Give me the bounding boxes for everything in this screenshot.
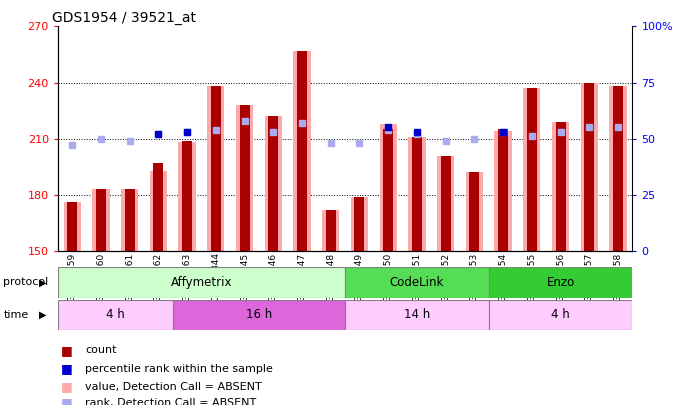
- Bar: [239, 105, 250, 251]
- Bar: [96, 189, 106, 251]
- Bar: [383, 129, 393, 251]
- Bar: [182, 141, 192, 251]
- Bar: [236, 105, 253, 251]
- Text: 4 h: 4 h: [106, 308, 124, 322]
- Bar: [153, 163, 163, 251]
- Text: count: count: [85, 345, 116, 355]
- Text: Enzo: Enzo: [547, 276, 575, 289]
- Bar: [345, 267, 489, 298]
- Text: percentile rank within the sample: percentile rank within the sample: [85, 364, 273, 373]
- Bar: [211, 86, 221, 251]
- Bar: [523, 88, 541, 251]
- Bar: [268, 116, 278, 251]
- Bar: [173, 300, 345, 330]
- Bar: [581, 83, 598, 251]
- Bar: [150, 171, 167, 251]
- Bar: [207, 86, 224, 251]
- Text: ■: ■: [61, 362, 73, 375]
- Bar: [609, 86, 627, 251]
- Bar: [92, 189, 109, 251]
- Text: ■: ■: [61, 380, 73, 393]
- Bar: [178, 143, 196, 251]
- Bar: [441, 156, 451, 251]
- Bar: [322, 210, 339, 251]
- Bar: [345, 300, 489, 330]
- Bar: [613, 86, 623, 251]
- Bar: [354, 197, 364, 251]
- Text: rank, Detection Call = ABSENT: rank, Detection Call = ABSENT: [85, 398, 256, 405]
- Text: protocol: protocol: [3, 277, 49, 287]
- Bar: [121, 189, 138, 251]
- Bar: [498, 129, 508, 251]
- Bar: [437, 156, 454, 251]
- Bar: [379, 124, 397, 251]
- Bar: [58, 300, 173, 330]
- Text: CodeLink: CodeLink: [390, 276, 444, 289]
- Text: ▶: ▶: [39, 310, 46, 320]
- Bar: [67, 202, 78, 251]
- Bar: [466, 173, 483, 251]
- Text: 16 h: 16 h: [245, 308, 272, 322]
- Text: ▶: ▶: [39, 277, 46, 287]
- Bar: [584, 83, 594, 251]
- Text: 4 h: 4 h: [551, 308, 570, 322]
- Bar: [556, 122, 566, 251]
- Text: 14 h: 14 h: [404, 308, 430, 322]
- Bar: [469, 173, 479, 251]
- Bar: [408, 137, 426, 251]
- Bar: [552, 122, 569, 251]
- Text: Affymetrix: Affymetrix: [171, 276, 232, 289]
- Bar: [265, 116, 282, 251]
- Bar: [124, 189, 135, 251]
- Bar: [63, 202, 81, 251]
- Text: value, Detection Call = ABSENT: value, Detection Call = ABSENT: [85, 382, 262, 392]
- Bar: [293, 51, 311, 251]
- Bar: [326, 210, 336, 251]
- Bar: [489, 267, 632, 298]
- Text: time: time: [3, 310, 29, 320]
- Text: ■: ■: [61, 344, 73, 357]
- Bar: [527, 88, 537, 251]
- Text: GDS1954 / 39521_at: GDS1954 / 39521_at: [52, 11, 196, 25]
- Bar: [412, 137, 422, 251]
- Bar: [489, 300, 632, 330]
- Bar: [494, 131, 512, 251]
- Bar: [58, 267, 345, 298]
- Bar: [351, 197, 368, 251]
- Text: ■: ■: [61, 396, 73, 405]
- Bar: [297, 51, 307, 251]
